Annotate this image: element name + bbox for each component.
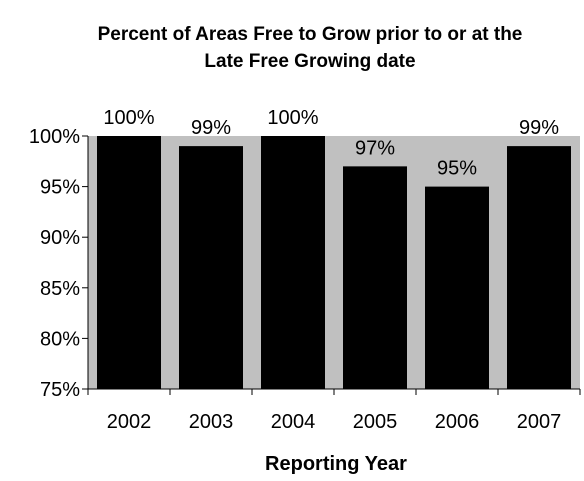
x-tick-labels: 2002 2003 2004 2005 2006 2007 [107, 411, 562, 433]
data-label-2003: 99% [191, 117, 231, 139]
y-tick-label-90: 90% [40, 227, 80, 249]
x-tick-label-2005: 2005 [353, 411, 398, 433]
bar-2003 [179, 146, 243, 389]
y-tick-label-95: 95% [40, 177, 80, 199]
x-tick-label-2002: 2002 [107, 411, 152, 433]
data-label-2007: 99% [519, 117, 559, 139]
bar-2007 [507, 146, 571, 389]
data-label-2004: 100% [267, 107, 318, 129]
y-tick-label-75: 75% [40, 379, 80, 401]
data-label-2006: 95% [437, 158, 477, 180]
x-tick-label-2003: 2003 [189, 411, 234, 433]
data-label-2005: 97% [355, 137, 395, 159]
bar-2002 [97, 136, 161, 389]
y-tick-label-80: 80% [40, 328, 80, 350]
x-tick-label-2004: 2004 [271, 411, 316, 433]
data-labels: 100% 99% 100% 97% 95% 99% [103, 107, 559, 180]
y-tick-label-100: 100% [29, 126, 80, 148]
axes [82, 135, 581, 395]
chart-title-line-2: Late Free Growing date [204, 51, 415, 72]
bar-2006 [425, 186, 489, 389]
chart-title-line-1: Percent of Areas Free to Grow prior to o… [98, 24, 523, 45]
bar-2005 [343, 166, 407, 389]
bar-2004 [261, 136, 325, 389]
x-tick-label-2007: 2007 [517, 411, 562, 433]
x-tick-label-2006: 2006 [435, 411, 480, 433]
bars-group [97, 136, 571, 389]
y-tick-labels: 75% 80% 85% 90% 95% 100% [29, 126, 80, 401]
y-tick-label-85: 85% [40, 278, 80, 300]
x-axis-title: Reporting Year [265, 453, 407, 475]
data-label-2002: 100% [103, 107, 154, 129]
plot-area [88, 136, 580, 389]
